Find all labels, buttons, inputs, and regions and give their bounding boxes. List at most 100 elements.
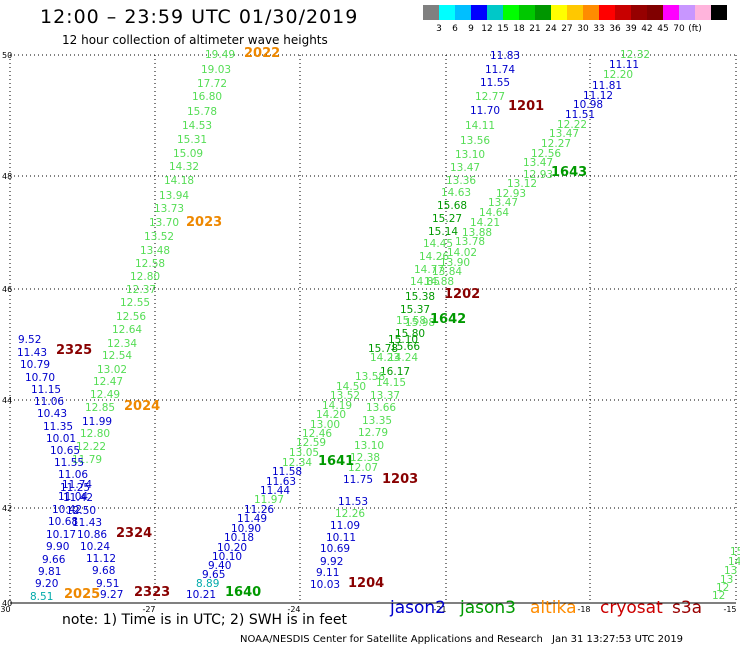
- wave-height-value: 16.17: [380, 366, 410, 378]
- wave-height-value: 14.50: [336, 381, 366, 393]
- wave-height-value: 10.18: [224, 532, 254, 544]
- wave-height-value: 13: [720, 574, 733, 586]
- wave-height-value: 15.80: [395, 328, 425, 340]
- color-swatch: [615, 5, 631, 20]
- wave-height-value: 13.52: [330, 390, 360, 402]
- lon-label: -30: [0, 605, 11, 614]
- wave-height-value: 15.66: [390, 341, 420, 353]
- wave-height-value: 17.72: [197, 78, 227, 90]
- wave-height-value: 15.27: [432, 213, 462, 225]
- wave-height-value: 10.01: [46, 433, 76, 445]
- color-swatch: [519, 5, 535, 20]
- wave-height-value: 12.47: [93, 376, 123, 388]
- lat-lon-grid: [9, 54, 737, 604]
- pass-time-label: 1640: [225, 585, 261, 600]
- color-scale-label: 15: [497, 24, 509, 34]
- wave-height-value: 12.34: [107, 338, 137, 350]
- color-scale-label: 70: [673, 24, 685, 34]
- wave-height-value: 10.11: [326, 532, 356, 544]
- wave-height-value: 9.65: [202, 569, 225, 581]
- wave-height-value: 14.15: [376, 377, 406, 389]
- pass-time-label: 1203: [382, 472, 418, 487]
- lat-label: 44: [2, 396, 12, 405]
- pass-time-label: 1202: [444, 287, 480, 302]
- wave-height-value: 11.12: [86, 553, 116, 565]
- wave-height-value: 10.42: [52, 504, 82, 516]
- pass-time-label: 1643: [551, 165, 587, 180]
- wave-height-value: 12.38: [350, 452, 380, 464]
- wave-height-value: 15.37: [400, 304, 430, 316]
- wave-height-value: 14.11: [465, 120, 495, 132]
- wave-height-value: 9.27: [100, 589, 123, 601]
- color-scale-label: 6: [452, 24, 458, 34]
- color-swatch: [695, 5, 711, 20]
- wave-height-value: 19.49: [205, 49, 235, 61]
- wave-height-value: 8.51: [30, 591, 53, 603]
- wave-height-value: 11.70: [470, 105, 500, 117]
- wave-height-value: 12.50: [66, 505, 96, 517]
- footer-note: note: 1) Time is in UTC; 2) SWH is in fe…: [62, 612, 348, 628]
- wave-height-value: 14.88: [424, 276, 454, 288]
- wave-height-value: 11.58: [272, 466, 302, 478]
- wave-height-value: 11.06: [34, 396, 64, 408]
- pass-time-label: 2022: [244, 46, 280, 61]
- legend-cryosat: cryosat: [600, 598, 663, 618]
- wave-height-value: 13.00: [310, 419, 340, 431]
- wave-height-value: 12.49: [90, 389, 120, 401]
- wave-height-value: 12.55: [120, 297, 150, 309]
- wave-height-value: 11.04: [58, 491, 88, 503]
- wave-height-value: 12.32: [620, 49, 650, 61]
- wave-height-value: 12.22: [557, 119, 587, 131]
- wave-height-value: 12.34: [282, 457, 312, 469]
- color-scale-label: 30: [577, 24, 589, 34]
- wave-height-value: 10.24: [80, 541, 110, 553]
- wave-height-value: 11.06: [58, 469, 88, 481]
- color-scale-label: (ft): [688, 24, 702, 34]
- wave-height-value: 10.17: [46, 529, 76, 541]
- wave-height-value: 15.10: [388, 334, 418, 346]
- color-swatch: [551, 5, 567, 20]
- pass-time-label: 1204: [348, 576, 384, 591]
- color-scale-label: 24: [545, 24, 557, 34]
- wave-height-value: 13.48: [140, 245, 170, 257]
- wave-height-value: 9.90: [46, 541, 69, 553]
- wave-height-value: 12.27: [541, 138, 571, 150]
- wave-height-value: 10.69: [320, 543, 350, 555]
- wave-height-value: 13.88: [462, 227, 492, 239]
- wave-height-value: 15.78: [368, 343, 398, 355]
- wave-height-value: 9.92: [320, 556, 343, 568]
- wave-height-value: 15.09: [173, 148, 203, 160]
- color-scale-label: 36: [609, 24, 621, 34]
- wave-height-value: 11.35: [43, 421, 73, 433]
- wave-height-value: 13.90: [440, 257, 470, 269]
- wave-height-value: 10.68: [48, 516, 78, 528]
- wave-height-value: 13.47: [450, 162, 480, 174]
- color-scale-label: 39: [625, 24, 637, 34]
- wave-height-value: 12.80: [130, 271, 160, 283]
- color-scale-label: 9: [468, 24, 474, 34]
- wave-height-value: 13.10: [455, 149, 485, 161]
- wave-height-value: 12.37: [126, 284, 156, 296]
- wave-height-value: 15.58: [396, 315, 426, 327]
- wave-height-value: 9.66: [42, 554, 66, 566]
- wave-height-value: 11.44: [260, 485, 290, 497]
- wave-height-value: 14.21: [470, 217, 500, 229]
- wave-height-value: 12.56: [116, 311, 146, 323]
- lon-label: -15: [723, 605, 736, 614]
- wave-height-value: 11.11: [609, 59, 639, 71]
- color-swatch: [631, 5, 647, 20]
- color-swatch: [487, 5, 503, 20]
- wave-height-value: 11.26: [244, 504, 274, 516]
- wave-height-value: 15.98: [405, 317, 435, 329]
- wave-height-value: 13.05: [289, 447, 319, 459]
- color-swatch: [567, 5, 583, 20]
- wave-height-value: 13.47: [549, 128, 579, 140]
- wave-height-value: 11.81: [592, 80, 622, 92]
- wave-height-value: 9.20: [35, 578, 58, 590]
- wave-height-value: 10.43: [37, 408, 67, 420]
- wave-height-value: 13.58: [355, 371, 385, 383]
- wave-height-value: 13.78: [455, 236, 485, 248]
- color-scale-label: 27: [561, 24, 573, 34]
- lat-label: 42: [2, 504, 12, 513]
- page-title: 12:00 – 23:59 UTC 01/30/2019: [40, 6, 359, 28]
